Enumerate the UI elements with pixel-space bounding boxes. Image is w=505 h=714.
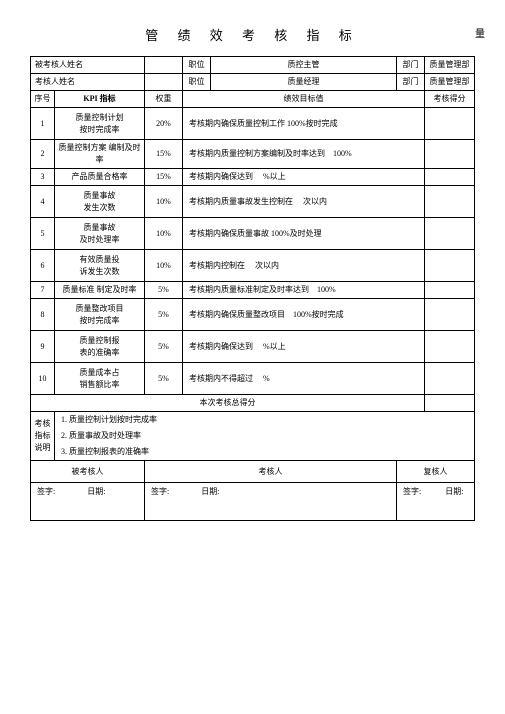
col-seq: 序号 [31,91,55,108]
table-row: 考核人姓名 职位 质量经理 部门 质量管理部 [31,74,475,91]
kpi-table: 被考核人姓名 职位 质控主管 部门 质量管理部 考核人姓名 职位 质量经理 部门… [30,56,475,521]
signature-header-row: 被考核人 考核人 复核人 [31,461,475,483]
col-kpi: KPI 指标 [55,91,145,108]
table-header-row: 序号 KPI 指标 权重 绩效目标值 考核得分 [31,91,475,108]
col-score: 考核得分 [425,91,475,108]
sign-assessee-label: 被考核人 [31,461,145,483]
title-suffix: 量 [475,25,485,40]
assessor-name-value [145,74,183,91]
position-value: 质量经理 [211,74,397,91]
sign-cell: 签字: 日期: [31,483,145,521]
notes-row: 3. 质量控制报表的准确率 [31,444,475,461]
sign-cell: 签字: 日期: [145,483,397,521]
notes-line: 3. 质量控制报表的准确率 [55,444,475,461]
table-row: 4质量事故发生次数10%考核期内质量事故发生控制在 次以内 [31,186,475,218]
notes-row: 考核指标说明 1. 质量控制计划按时完成率 [31,412,475,429]
notes-line: 2. 质量事故及时处理率 [55,428,475,444]
sign-assessor-label: 考核人 [145,461,397,483]
dept-label: 部门 [397,74,425,91]
assessee-name-label: 被考核人姓名 [31,57,145,74]
assessor-name-label: 考核人姓名 [31,74,145,91]
sign-cell: 签字: 日期: [397,483,475,521]
table-row: 10质量成本占销售额比率5%考核期内不得超过 % [31,363,475,395]
dept-label: 部门 [397,57,425,74]
col-target: 绩效目标值 [183,91,425,108]
table-row: 8质量整改项目按时完成率5%考核期内确保质量整改项目 100%按时完成 [31,299,475,331]
table-row: 2质量控制方案 编制及时率15%考核期内质量控制方案编制及时率达到 100% [31,140,475,169]
notes-row: 2. 质量事故及时处理率 [31,428,475,444]
position-label: 职位 [183,74,211,91]
col-weight: 权重 [145,91,183,108]
total-label: 本次考核总得分 [31,395,425,412]
signature-row: 签字: 日期: 签字: 日期: 签字: 日期: [31,483,475,521]
assessee-name-value [145,57,183,74]
total-row: 本次考核总得分 [31,395,475,412]
position-value: 质控主管 [211,57,397,74]
notes-label: 考核指标说明 [31,412,55,461]
page-title: 管 绩 效 考 核 指 标 [30,25,475,44]
sign-reviewer-label: 复核人 [397,461,475,483]
table-row: 7质量标准 制定及时率5%考核期内质量标准制定及时率达到 100% [31,282,475,299]
table-row: 9质量控制报表的准确率5%考核期内确保达到 %以上 [31,331,475,363]
position-label: 职位 [183,57,211,74]
table-row: 5质量事故及时处理率10%考核期内确保质量事故 100%及时处理 [31,218,475,250]
dept-value: 质量管理部 [425,57,475,74]
table-row: 3产品质量合格率15%考核期内确保达到 %以上 [31,169,475,186]
table-row: 6有效质量投诉发生次数10%考核期内控制在 次以内 [31,250,475,282]
table-row: 被考核人姓名 职位 质控主管 部门 质量管理部 [31,57,475,74]
table-row: 1质量控制计划按时完成率20%考核期内确保质量控制工作 100%按时完成 [31,108,475,140]
dept-value: 质量管理部 [425,74,475,91]
notes-line: 1. 质量控制计划按时完成率 [55,412,475,429]
